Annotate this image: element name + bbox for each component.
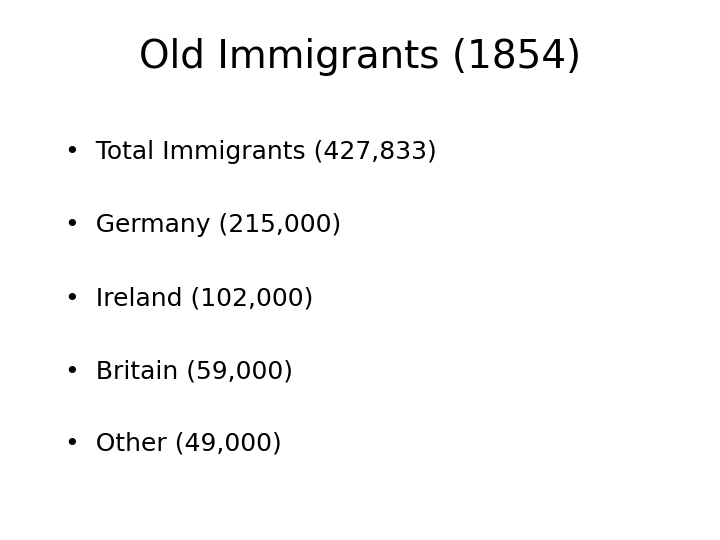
Text: •  Germany (215,000): • Germany (215,000) [65, 213, 341, 237]
Text: Old Immigrants (1854): Old Immigrants (1854) [139, 38, 581, 76]
Text: •  Other (49,000): • Other (49,000) [65, 432, 282, 456]
Text: •  Ireland (102,000): • Ireland (102,000) [65, 286, 313, 310]
Text: •  Britain (59,000): • Britain (59,000) [65, 359, 293, 383]
Text: •  Total Immigrants (427,833): • Total Immigrants (427,833) [65, 140, 436, 164]
